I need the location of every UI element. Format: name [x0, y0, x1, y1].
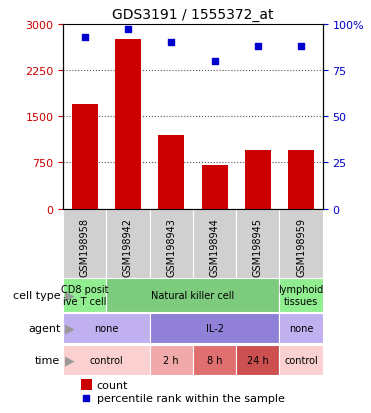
Bar [150, 345, 193, 375]
Text: cell type: cell type [13, 290, 60, 300]
Point [298, 44, 304, 50]
Bar [150, 313, 279, 344]
Text: time: time [35, 355, 60, 365]
Text: lymphoid
tissues: lymphoid tissues [279, 285, 324, 306]
Text: GSM198945: GSM198945 [253, 217, 263, 276]
Bar [158, 135, 184, 209]
Text: ▶: ▶ [65, 322, 74, 335]
Text: GSM198943: GSM198943 [166, 217, 176, 276]
Bar [236, 345, 279, 375]
Point [125, 27, 131, 33]
Text: GSM198944: GSM198944 [210, 217, 220, 276]
Bar [279, 313, 323, 344]
Text: none: none [289, 323, 313, 333]
Bar [63, 279, 106, 312]
Bar [81, 380, 92, 390]
Text: none: none [94, 323, 119, 333]
Text: ▶: ▶ [65, 289, 74, 302]
Bar [279, 345, 323, 375]
Bar [63, 209, 106, 278]
Point [83, 394, 89, 401]
Bar [279, 279, 323, 312]
Bar [288, 151, 314, 209]
Text: control: control [284, 355, 318, 365]
Text: 8 h: 8 h [207, 355, 222, 365]
Bar [236, 209, 279, 278]
Text: Natural killer cell: Natural killer cell [151, 290, 234, 300]
Bar [63, 345, 150, 375]
Text: control: control [89, 355, 123, 365]
Text: ▶: ▶ [65, 354, 74, 367]
Bar [193, 345, 236, 375]
Bar [150, 209, 193, 278]
Point [168, 40, 174, 47]
Point [211, 58, 217, 65]
Text: GSM198942: GSM198942 [123, 217, 133, 276]
Text: 2 h: 2 h [164, 355, 179, 365]
Text: percentile rank within the sample: percentile rank within the sample [97, 392, 285, 403]
Text: IL-2: IL-2 [206, 323, 224, 333]
Bar [201, 166, 227, 209]
Bar [193, 209, 236, 278]
Text: count: count [97, 380, 128, 389]
Bar [63, 313, 150, 344]
Point [255, 44, 261, 50]
Title: GDS3191 / 1555372_at: GDS3191 / 1555372_at [112, 8, 274, 22]
Text: GSM198959: GSM198959 [296, 217, 306, 276]
Bar [279, 209, 323, 278]
Text: 24 h: 24 h [247, 355, 269, 365]
Bar [245, 151, 271, 209]
Text: CD8 posit
ive T cell: CD8 posit ive T cell [61, 285, 108, 306]
Text: agent: agent [28, 323, 60, 333]
Bar [72, 104, 98, 209]
Point [82, 34, 88, 41]
Bar [115, 40, 141, 209]
Bar [106, 209, 150, 278]
Bar [106, 279, 279, 312]
Text: GSM198958: GSM198958 [80, 217, 90, 276]
